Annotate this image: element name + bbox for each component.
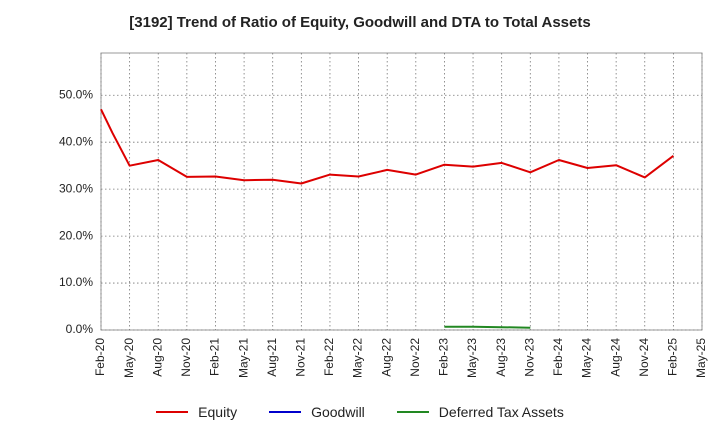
x-tick-label: Nov-20	[179, 338, 193, 377]
x-tick-label: Nov-22	[408, 338, 422, 377]
legend: Equity Goodwill Deferred Tax Assets	[0, 404, 720, 420]
legend-label-equity: Equity	[198, 404, 238, 420]
x-tick-label: Nov-24	[637, 338, 651, 377]
legend-label-goodwill: Goodwill	[311, 404, 365, 420]
x-tick-label: Nov-23	[522, 338, 536, 377]
chart-title: [3192] Trend of Ratio of Equity, Goodwil…	[129, 14, 591, 31]
x-tick-label: May-21	[236, 338, 250, 378]
x-tick-label: Nov-21	[294, 338, 308, 377]
legend-label-deferred-tax-assets: Deferred Tax Assets	[438, 404, 564, 420]
series-line-equity	[100, 108, 675, 185]
x-tick-label: Feb-25	[666, 338, 680, 376]
x-tick-label: May-22	[351, 338, 365, 378]
legend-item-deferred-tax-assets: Deferred Tax Assets	[396, 404, 564, 420]
legend-swatch-deferred-tax-assets	[396, 411, 429, 413]
x-tick-label: Feb-21	[208, 338, 222, 376]
x-tick-label: May-23	[465, 338, 479, 378]
plot-frame	[100, 52, 703, 331]
series-layer	[100, 108, 675, 329]
x-tick-label: Aug-21	[265, 338, 279, 377]
x-tick-label: Feb-20	[93, 338, 107, 376]
series-line-deferred-tax-assets	[444, 325, 531, 329]
axis-layer: Feb-20 May-20 Aug-20 Nov-20 Feb-21 May-21 Aug-…	[59, 87, 708, 378]
x-tick-label: Aug-23	[494, 338, 508, 377]
x-tick-label: Aug-22	[379, 338, 393, 377]
legend-swatch-equity	[156, 411, 189, 413]
x-tick-label: Feb-23	[437, 338, 451, 376]
x-tick-label: May-24	[580, 338, 594, 378]
legend-item-goodwill: Goodwill	[269, 404, 365, 420]
y-tick-label: 50.0%	[59, 87, 93, 101]
legend-swatch-goodwill	[269, 411, 302, 413]
grid-layer	[100, 52, 703, 331]
y-tick-label: 10.0%	[59, 275, 93, 289]
x-tick-label: Feb-22	[322, 338, 336, 376]
y-tick-label: 30.0%	[59, 181, 93, 195]
x-tick-label: May-25	[694, 338, 708, 378]
y-tick-label: 20.0%	[59, 228, 93, 242]
legend-item-equity: Equity	[156, 404, 237, 420]
x-tick-label: Aug-24	[608, 338, 622, 377]
x-tick-label: Aug-20	[150, 338, 164, 377]
x-tick-label: Feb-24	[551, 338, 565, 376]
x-tick-label: May-20	[122, 338, 136, 378]
y-tick-label: 40.0%	[59, 134, 93, 148]
y-tick-label: 0.0%	[66, 322, 94, 336]
